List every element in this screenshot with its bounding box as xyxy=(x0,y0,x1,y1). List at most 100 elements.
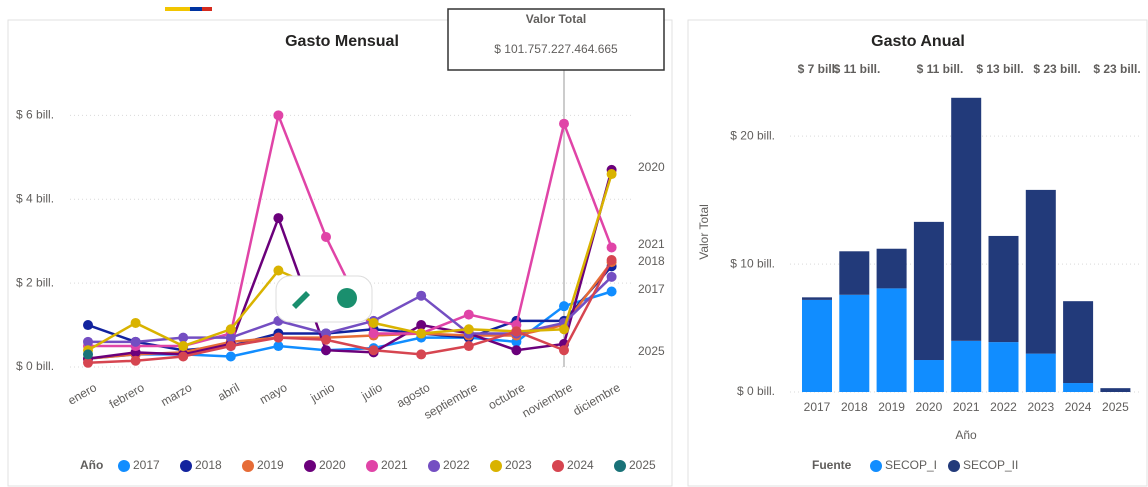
x-tick-label: 2017 xyxy=(804,400,831,414)
data-point xyxy=(321,345,331,356)
bar-segment xyxy=(802,299,832,392)
flag xyxy=(190,7,202,11)
bar-segment xyxy=(951,340,982,392)
y-tick-label: $ 0 bill. xyxy=(737,384,775,398)
legend-label: SECOP_I xyxy=(885,458,937,472)
data-point xyxy=(606,242,617,253)
tooltip: Valor Total $ 101.757.227.464.665 xyxy=(447,8,665,71)
bar-segment xyxy=(988,342,1019,392)
top-label: $ 13 bill. xyxy=(976,62,1023,76)
end-label: 2021 xyxy=(638,237,665,251)
legend-swatch xyxy=(870,460,882,472)
pencil-icon[interactable] xyxy=(292,291,310,309)
legend-label: 2020 xyxy=(319,458,346,472)
data-point xyxy=(368,345,379,356)
data-point xyxy=(368,328,379,339)
bar-segment xyxy=(839,294,870,392)
top-label: $ 11 bill. xyxy=(834,62,881,76)
legend-label: 2021 xyxy=(381,458,408,472)
x-tick-label: 2020 xyxy=(916,400,943,414)
data-point xyxy=(416,320,427,331)
data-point xyxy=(321,231,331,242)
data-point xyxy=(83,349,93,360)
bar-segment xyxy=(876,288,907,392)
legend-label: 2024 xyxy=(567,458,594,472)
legend-swatch xyxy=(304,460,316,472)
legend-swatch xyxy=(242,460,254,472)
data-point xyxy=(225,332,236,343)
flag xyxy=(165,7,190,11)
data-point xyxy=(511,326,522,337)
data-point xyxy=(273,213,284,224)
series-line xyxy=(87,169,613,360)
legend-title: Año xyxy=(80,458,103,472)
legend-label: SECOP_II xyxy=(963,458,1018,472)
legend-label: 2025 xyxy=(629,458,656,472)
data-point xyxy=(178,332,189,343)
legend-swatch xyxy=(948,460,960,472)
data-point xyxy=(606,271,617,282)
legend-title: Fuente xyxy=(812,458,852,472)
legend-swatch xyxy=(552,460,564,472)
y-tick-label: $ 2 bill. xyxy=(16,275,54,289)
legend-label: 2017 xyxy=(133,458,160,472)
end-label: 2025 xyxy=(638,344,665,358)
legend-swatch xyxy=(118,460,130,472)
data-point xyxy=(225,351,236,362)
data-point xyxy=(559,301,569,312)
data-point xyxy=(606,169,617,180)
data-point xyxy=(225,324,236,335)
data-point xyxy=(559,118,569,129)
legend-swatch xyxy=(614,460,626,472)
data-point xyxy=(606,286,617,297)
x-tick-label: 2023 xyxy=(1027,400,1054,414)
legend-label: 2018 xyxy=(195,458,222,472)
icon-box[interactable] xyxy=(275,275,373,323)
top-label: $ 7 bill. xyxy=(798,62,839,76)
data-point xyxy=(463,324,474,335)
data-point xyxy=(178,351,189,362)
bar-segment xyxy=(876,248,907,289)
bar-segment xyxy=(913,360,944,392)
bar-segment xyxy=(1063,383,1094,392)
data-point xyxy=(416,328,427,339)
data-point xyxy=(83,336,93,347)
y-tick-label: $ 10 bill. xyxy=(730,256,775,270)
x-tick-label: 2022 xyxy=(990,400,1017,414)
x-axis-label: Año xyxy=(955,428,977,442)
data-point xyxy=(273,110,284,121)
bar-segment xyxy=(1025,189,1056,354)
series-line xyxy=(87,259,613,365)
data-point xyxy=(368,317,379,328)
series-line xyxy=(87,265,613,352)
bar-segment xyxy=(1100,388,1131,392)
x-tick-label: 2019 xyxy=(878,400,905,414)
data-point xyxy=(178,341,189,352)
data-point xyxy=(83,357,93,368)
end-label: 2018 xyxy=(638,254,665,268)
data-point xyxy=(83,320,93,331)
data-point xyxy=(130,336,141,347)
y-tick-label: $ 4 bill. xyxy=(16,191,54,205)
legend-label: 2023 xyxy=(505,458,532,472)
end-label: 2017 xyxy=(638,282,665,296)
legend-swatch xyxy=(180,460,192,472)
bar-segment xyxy=(988,235,1019,343)
data-point xyxy=(273,332,284,343)
y-tick-label: $ 0 bill. xyxy=(16,359,54,373)
data-point xyxy=(463,341,474,352)
data-point xyxy=(321,334,331,345)
bar-segment xyxy=(1063,301,1094,384)
data-point xyxy=(416,349,427,360)
data-point xyxy=(606,255,617,266)
tooltip-value: $ 101.757.227.464.665 xyxy=(494,42,618,56)
x-tick-label: 2021 xyxy=(953,400,980,414)
ai-icons[interactable] xyxy=(275,275,373,323)
data-point xyxy=(130,355,141,366)
y-tick-label: $ 6 bill. xyxy=(16,108,54,122)
bar-segment xyxy=(802,297,832,300)
bulb-icon[interactable] xyxy=(337,288,357,308)
legend-label: 2019 xyxy=(257,458,284,472)
bar-segment xyxy=(913,221,944,361)
y-axis-label: Valor Total xyxy=(697,204,711,260)
